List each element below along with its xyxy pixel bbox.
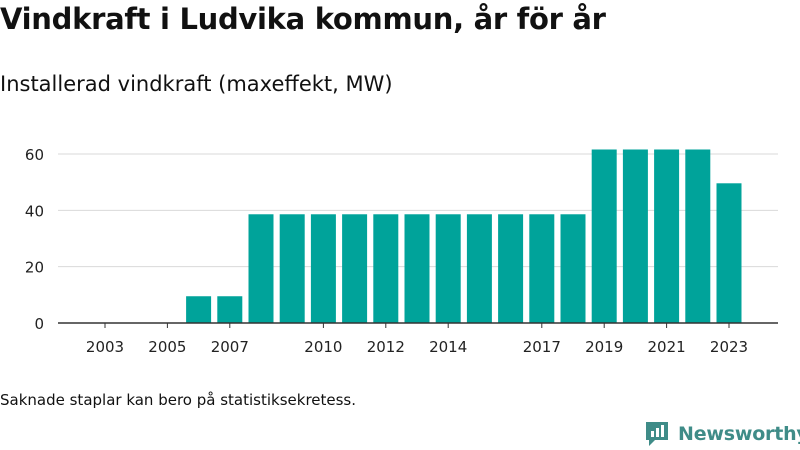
x-tick-label: 2010 — [304, 338, 342, 355]
footnote: Saknade staplar kan bero på statistiksek… — [0, 391, 357, 409]
y-tick-label: 20 — [25, 259, 44, 277]
x-tick-label: 2017 — [523, 338, 561, 355]
bar-2022 — [685, 149, 711, 323]
x-tick-label: 2005 — [148, 338, 186, 355]
bar-2015 — [466, 214, 492, 323]
bar-2020 — [622, 149, 648, 323]
x-tick-label: 2023 — [710, 338, 748, 355]
y-tick-label: 60 — [25, 146, 44, 164]
bar-2016 — [498, 214, 524, 323]
bar-2023 — [716, 183, 742, 323]
axes: 0 20 40 60 2003 2005 2007 2010 2012 2014 2017 2019 2… — [25, 146, 778, 355]
bar-2021 — [654, 149, 680, 323]
chart-subtitle: Installerad vindkraft (maxeffekt, MW) — [0, 72, 393, 96]
bar-2018 — [560, 214, 586, 323]
x-tick-label: 2021 — [648, 338, 686, 355]
bar-2010 — [310, 214, 336, 323]
y-tick-label: 40 — [25, 202, 44, 220]
bar-2007 — [217, 296, 243, 323]
bar-2008 — [248, 214, 274, 323]
bar-2014 — [435, 214, 461, 323]
bar-chart: 0 20 40 60 2003 2005 2007 2010 2012 2014 2017 2019 2… — [25, 146, 778, 355]
chart-title: Vindkraft i Ludvika kommun, år för år — [0, 2, 606, 36]
brand-name: Newsworthy — [678, 423, 800, 445]
y-tick-label: 0 — [34, 315, 44, 333]
x-tick-label: 2014 — [429, 338, 467, 355]
brand-logo[interactable]: Newsworthy — [644, 420, 800, 448]
bar-2019 — [591, 149, 617, 323]
bar-2012 — [373, 214, 399, 323]
bar-2017 — [529, 214, 555, 323]
bar-2006 — [186, 296, 212, 323]
x-tick-label: 2012 — [367, 338, 405, 355]
x-tick-label: 2007 — [211, 338, 249, 355]
newsworthy-logo-icon — [646, 422, 668, 446]
bar-2009 — [279, 214, 305, 323]
x-tick-label: 2003 — [86, 338, 124, 355]
bar-2013 — [404, 214, 430, 323]
bar-2011 — [342, 214, 368, 323]
x-tick-label: 2019 — [585, 338, 623, 355]
bars — [186, 149, 742, 323]
